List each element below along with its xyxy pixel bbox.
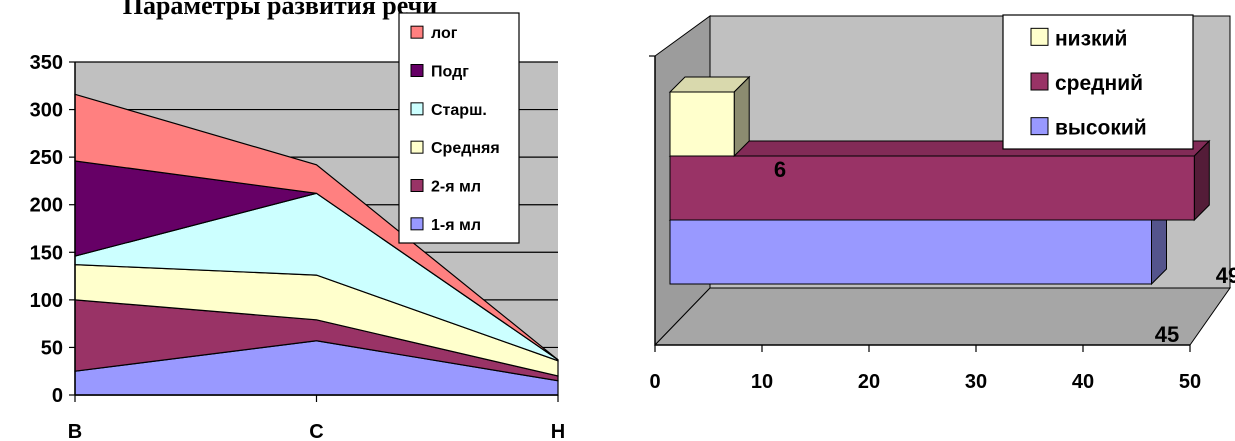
y-tick-label: 50 [41,337,63,359]
legend-label: низкий [1055,27,1127,50]
legend-swatch [410,25,424,39]
bar [669,219,1152,285]
y-tick-label: 250 [30,147,63,169]
chart-title: Параметры развития речи [123,0,438,20]
legend-swatch [1030,27,1049,46]
x-tick-label: 40 [1072,371,1094,393]
y-tick-label: 0 [52,385,63,407]
x-tick-label: В [68,421,82,441]
x-tick-label: 0 [649,371,660,393]
legend-swatch [1030,117,1049,136]
legend-label: Старш. [431,102,487,119]
data-label: 45 [1155,322,1179,347]
legend-label: Подг [431,64,469,81]
y-tick-label: 100 [30,290,63,312]
legend-box [398,12,520,244]
y-tick-label: 200 [30,195,63,217]
legend-label: 1-я мл [431,217,481,234]
legend-swatch [410,64,424,77]
stacked-area-chart: Параметры развития речи 0 50 100 150 200 250 3… [30,0,566,441]
legend-label: средний [1055,72,1143,95]
x-tick-label: Н [551,421,565,441]
bar [669,155,1195,221]
x-tick-label: 10 [751,371,773,393]
x-tick-label: 30 [965,371,987,393]
x-tick-label: 20 [858,371,880,393]
legend-label: 2-я мл [431,179,481,196]
data-label: 6 [774,157,786,182]
legend-swatch [410,140,424,154]
floor [653,287,1231,346]
legend-swatch [1030,72,1049,91]
legend-label: высокий [1055,117,1147,140]
legend-swatch [410,102,424,116]
x-tick-label: 50 [1179,371,1201,393]
bar [669,91,735,157]
y-tick-label: 350 [30,52,63,74]
legend-swatch [410,179,424,192]
legend-label: лог [431,25,458,42]
legend-swatch [410,217,424,231]
legend-label: Средняя [431,140,500,157]
x-tick-label: С [309,421,323,441]
data-label: 49 [1216,263,1235,288]
y-tick-label: 300 [30,100,63,122]
y-tick-label: 150 [30,242,63,264]
horizontal-3d-bar-chart: 6 49 45 0 10 20 30 40 50 низкий средний высокий [649,14,1235,393]
